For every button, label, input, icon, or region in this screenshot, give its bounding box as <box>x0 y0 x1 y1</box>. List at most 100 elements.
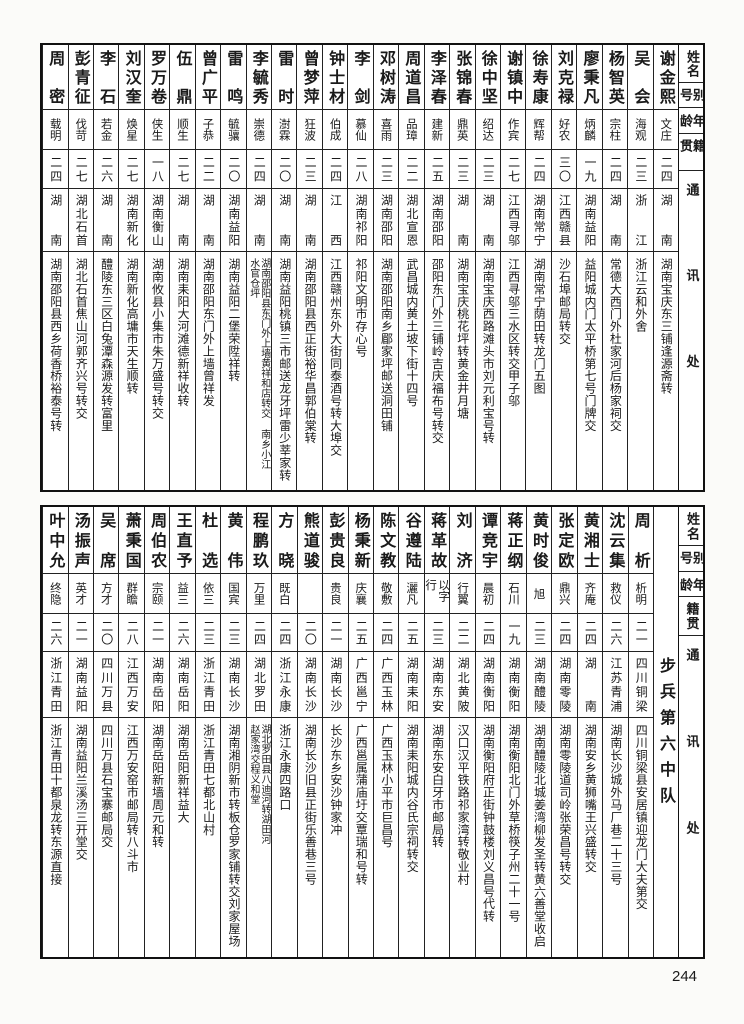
native-text: 浙江青田 <box>48 657 63 712</box>
age-text: 二七 <box>506 156 521 182</box>
address-text: 湖南益阳兰溪汤三开堂交 <box>74 724 88 952</box>
address-text: 醴陵东三区白兔潭森源发转富里 <box>100 258 114 485</box>
native-text: 湖南益阳 <box>582 194 597 246</box>
native-place-cell: 湖南 <box>43 189 68 252</box>
name-cell: 刘汉奎 <box>119 45 144 110</box>
native-place-cell: 湖南邵阳 <box>373 189 399 252</box>
address-cell: 长沙东乡安沙钟家冲 <box>323 718 347 957</box>
native-text: 湖南祁阳 <box>354 194 369 246</box>
age-text: 二四 <box>48 156 63 182</box>
table-row: 谭竞宇 晨初 二四 湖南衡阳 湖南衡阳府正街钟鼓楼刘义昌号代转 <box>474 507 501 957</box>
name-cell: 吴会 <box>628 45 653 110</box>
name-cell: 罗万卷 <box>144 45 170 110</box>
address-text: 浙江永康四路口 <box>278 724 292 952</box>
table-row: 罗万卷 侠生 一八 湖南衡山 湖南攸县小集市朱万盛号转交 <box>143 45 170 490</box>
name-text: 李泽春 <box>427 50 447 104</box>
address-line: 湖南岳阳新墙周元和转 <box>150 724 165 848</box>
address-cell: 湖南邵阳南乡郿家坪邮送洞田铺 <box>374 252 398 490</box>
age-text: 二三 <box>379 156 394 182</box>
age-cell: 二四 <box>322 150 348 189</box>
address-text: 湖南益阳桃镇三市邮送龙牙坪雷少莘家转 <box>277 258 292 485</box>
age-cell: 二一 <box>144 614 170 652</box>
name-cell: 彭贵良 <box>323 507 348 574</box>
address-line: 湖南耒阳大河滩德新祥收转 <box>175 258 190 407</box>
address-line: 浙江青田十都泉龙转东源直接 <box>48 724 63 886</box>
address-text: 浙江青田七都北山村 <box>202 724 216 952</box>
alias-text: 绍达 <box>481 118 496 141</box>
native-place-cell: 湖南零陵 <box>552 652 577 718</box>
name-text: 熊道骏 <box>300 512 320 568</box>
name-cell: 吴席 <box>94 507 119 574</box>
alias-text: 毓骧 <box>226 118 241 141</box>
age-text: 二六 <box>608 620 623 645</box>
native-place-cell: 湖南衡山 <box>144 189 170 252</box>
address-text: 湖南耒阳大河滩德新祥收转 <box>175 258 190 485</box>
name-text: 张锦春 <box>453 50 473 104</box>
table-row: 雷时 澍霖 二〇 湖南 湖南益阳桃镇三市邮送龙牙坪雷少莘家转 <box>271 45 297 490</box>
alias-cell: 伐苛 <box>68 110 93 150</box>
native-text: 湖南东安 <box>430 657 445 712</box>
address-text: 湖南衡阳府正街钟鼓楼刘义昌号代转 <box>482 724 496 952</box>
table-row: 彭青征 伐苛 二七 湖北石首 湖北石首焦山河郭齐兴号转交 <box>67 45 93 490</box>
age-text: 二五 <box>405 620 420 645</box>
name-text: 张定欧 <box>555 512 575 568</box>
name-text: 曾广平 <box>198 50 218 104</box>
age-text: 二三 <box>201 620 216 645</box>
name-cell: 李石 <box>93 45 119 110</box>
native-text: 湖南 <box>303 194 318 246</box>
address-text: 祁阳文明市存心号 <box>354 258 368 485</box>
name-text: 吴席 <box>97 512 117 568</box>
native-text: 四川铜梁 <box>634 657 649 712</box>
age-cell: 二二 <box>450 614 475 652</box>
age-cell: 二四 <box>246 614 272 652</box>
alias-text: 英才 <box>74 582 89 605</box>
unit-column: 步兵第六中队 <box>653 507 678 957</box>
name-cell: 程鹏玖 <box>246 507 272 574</box>
address-cell: 四川万县石宝寨邮局交 <box>94 718 118 957</box>
table-row: 汤振声 英才 二一 湖南益阳 湖南益阳兰溪汤三开堂交 <box>67 507 94 957</box>
address-line: 武昌城内黄土坡下街十四号 <box>404 258 419 407</box>
native-place-cell: 浙江青田 <box>43 652 68 718</box>
age-cell: 二〇 <box>94 614 119 652</box>
native-place-cell: 湖南岳阳 <box>170 652 195 718</box>
alias-cell: 宗柱 <box>602 110 628 150</box>
alias-text: 好农 <box>557 118 572 141</box>
native-text: 江西 <box>328 194 343 246</box>
address-cell: 广西玉林小平市巨昌号 <box>374 718 398 957</box>
age-text: 一九 <box>582 156 597 182</box>
name-text: 黄时俊 <box>529 512 549 568</box>
alias-cell: 慕仙 <box>348 110 373 150</box>
native-text: 湖南新化 <box>125 194 140 246</box>
age-text: 二一 <box>150 620 165 645</box>
name-text: 雷时 <box>275 50 295 104</box>
native-text: 浙江永康 <box>277 657 292 712</box>
header-label: 姓名 <box>684 50 699 77</box>
native-place-cell: 湖南 <box>450 189 475 252</box>
age-cell: 二三 <box>195 614 221 652</box>
native-text: 浙江青田 <box>201 657 216 712</box>
table-row: 熊道骏 二〇 湖南长沙 湖南长沙旧县正街乐善巷三号 <box>296 507 323 957</box>
address-cell: 四川铜梁县安居镇迎龙门大夫第交 <box>629 718 653 957</box>
address-line: 汉口汉平铁路祁家湾转敬业村 <box>456 724 471 886</box>
alias-text: 澍霖 <box>277 118 292 141</box>
address-line: 湖南益阳桃镇三市邮送龙牙坪雷少莘家转 <box>277 258 292 482</box>
alias-text: 灑凡 <box>405 582 420 605</box>
alias-text: 宗颐 <box>150 582 165 605</box>
address-cell: 湖南宝庆西路滩头市刘元利宝号转 <box>476 252 500 490</box>
alias-cell: 石川 <box>501 574 526 614</box>
native-text: 湖南邵阳 <box>379 194 394 246</box>
age-cell: 二一 <box>68 614 94 652</box>
table-row: 徐寿康 辉帮 二四 湖南常宁 湖南常宁荫田转龙门五图 <box>525 45 551 490</box>
native-place-cell: 四川万县 <box>94 652 119 718</box>
alias-cell: 救仪 <box>603 574 628 614</box>
alias-cell: 澍霖 <box>272 110 297 150</box>
age-text: 三〇 <box>557 156 572 182</box>
roster-table-top: 姓名 别号 年龄 籍贯 通讯处 谢金熙 文庄 二四 湖南 湖南宝庆东三铺逢源斋转 吴会 海观 二三 浙江浙… <box>40 43 705 492</box>
age-text: 一八 <box>150 156 165 182</box>
address-text: 湖南攸县小集市朱万盛号转交 <box>151 258 165 485</box>
name-cell: 王直予 <box>170 507 195 574</box>
address-cell: 湖南醴陵北城姜湾柳发圣转黄六善堂收启 <box>527 718 551 957</box>
alias-text: 鼎英 <box>455 118 470 141</box>
address-text: 江西寻邬三水区转交甲子邬 <box>507 258 521 485</box>
age-text: 二四 <box>659 156 674 182</box>
